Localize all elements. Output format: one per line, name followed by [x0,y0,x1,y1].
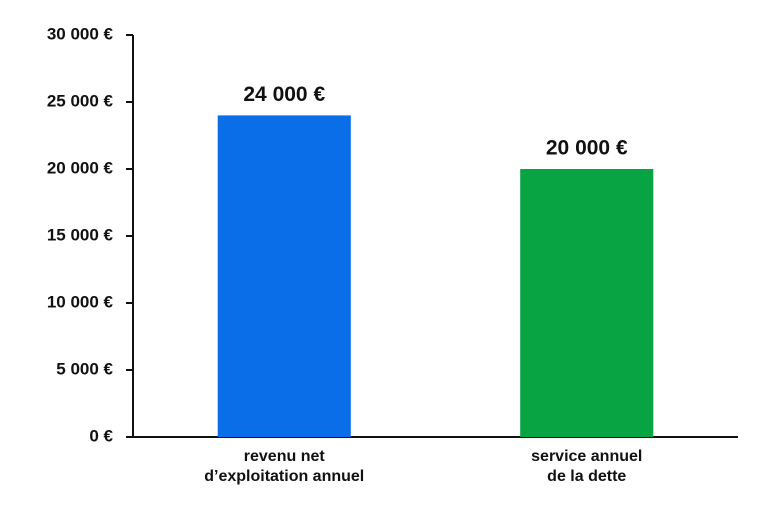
value-label: 24 000 € [243,83,325,106]
y-tick-label: 15 000 € [47,225,114,244]
y-tick-label: 5 000 € [56,359,113,378]
x-tick-label: service annuel de la dette [531,448,643,485]
y-tick-label: 20 000 € [47,158,114,177]
y-tick-label: 30 000 € [47,24,114,43]
y-tick-label: 10 000 € [47,292,114,311]
y-tick-label: 25 000 € [47,91,114,110]
bar [520,169,654,437]
x-tick-label: revenu net d’exploitation annuel [204,448,365,485]
y-tick-label: 0 € [89,426,113,445]
value-label: 20 000 € [546,137,628,160]
bar [217,115,351,438]
